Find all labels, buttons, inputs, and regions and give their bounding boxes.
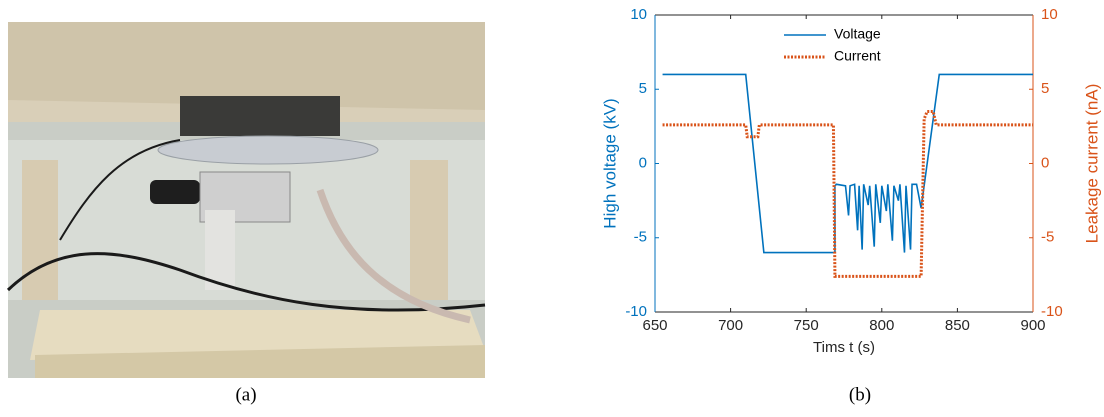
post (22, 160, 58, 300)
top-board-face (8, 22, 485, 110)
x-tick-label: 700 (718, 317, 743, 334)
disc (157, 135, 379, 165)
caption: (b) (849, 384, 871, 405)
caption: (a) (235, 384, 256, 405)
legend-label: Voltage (834, 26, 881, 42)
x-tick-label: 800 (869, 317, 894, 334)
y2-tick-label: -5 (1041, 229, 1054, 246)
y-tick-label: -5 (634, 229, 647, 246)
knob (150, 180, 200, 204)
x-tick-label: 900 (1020, 317, 1045, 334)
base-plate (30, 310, 485, 360)
y-tick-label: -10 (625, 303, 647, 320)
legend-label: Current (834, 48, 881, 64)
x-axis-label: Tims t (s) (813, 339, 875, 356)
support (205, 210, 235, 290)
series-line (662, 73, 1033, 254)
base-plate-front (35, 345, 485, 378)
post (410, 160, 448, 300)
y2-tick-label: 10 (1041, 6, 1058, 23)
y-tick-label: 5 (639, 80, 647, 97)
cable (316, 188, 471, 324)
cable (6, 252, 486, 312)
y2-tick-label: 5 (1041, 80, 1049, 97)
x-tick-label: 750 (794, 317, 819, 334)
y-tick-label: 0 (639, 154, 647, 171)
upper-electrode (180, 96, 340, 136)
series-line (662, 110, 1033, 278)
y-tick-label: 10 (630, 6, 647, 23)
plot-area (655, 15, 1033, 312)
cable (59, 139, 181, 241)
y2-tick-label: -10 (1041, 303, 1063, 320)
photo (6, 22, 486, 378)
y2-tick-label: 0 (1041, 154, 1049, 171)
x-tick-label: 650 (642, 317, 667, 334)
y2-axis-label: Leakage current (nA) (1082, 84, 1101, 244)
y-axis-label: High voltage (kV) (600, 98, 619, 228)
x-tick-label: 850 (945, 317, 970, 334)
